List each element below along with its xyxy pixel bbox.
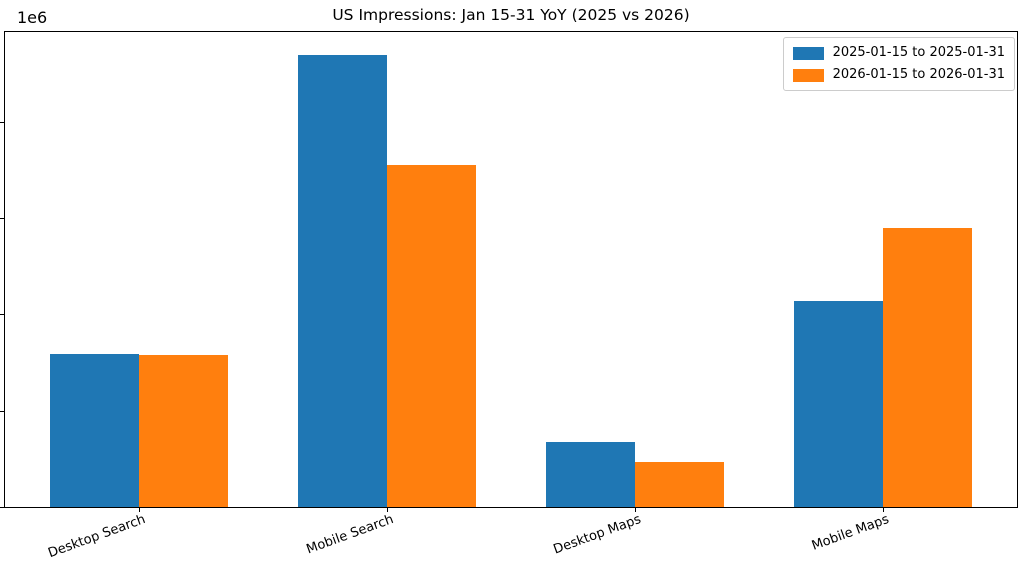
bar-desktop-search-series1 [139, 354, 229, 507]
legend-swatch-icon [792, 68, 824, 82]
bar-desktop-maps-series1 [634, 462, 725, 507]
bar-mobile-maps-series0 [793, 300, 883, 507]
x-tick-label: Desktop Search [46, 512, 148, 562]
bar-desktop-search-series0 [50, 353, 140, 507]
y-tick-mark [0, 314, 4, 316]
legend-entry: 2025-01-15 to 2025-01-31 [792, 42, 1005, 64]
x-tick-mark [139, 508, 141, 512]
chart-title: US Impressions: Jan 15-31 YoY (2025 vs 2… [332, 6, 690, 24]
x-tick-mark [634, 508, 636, 512]
y-tick-mark [0, 218, 4, 219]
bar-mobile-search-series1 [387, 164, 477, 507]
y-tick-mark [0, 410, 4, 412]
x-tick-mark [882, 508, 884, 512]
y-tick-mark [0, 121, 4, 123]
y-tick-mark [0, 507, 4, 508]
legend-box: 2025-01-15 to 2025-01-31 2026-01-15 to 20… [782, 37, 1015, 91]
legend-entry: 2026-01-15 to 2026-01-31 [792, 64, 1005, 86]
y-axis-offset-label: 1e6 [17, 8, 48, 27]
bar-desktop-maps-series0 [545, 441, 635, 507]
bar-mobile-search-series0 [297, 54, 388, 507]
x-tick-label: Mobile Maps [809, 512, 891, 554]
legend-label: 2025-01-15 to 2025-01-31 [832, 45, 1005, 60]
x-tick-label: Mobile Search [304, 512, 396, 558]
legend-label: 2026-01-15 to 2026-01-31 [832, 67, 1005, 82]
x-tick-mark [387, 508, 389, 512]
legend-swatch-icon [792, 46, 824, 60]
bar-mobile-maps-series1 [882, 228, 972, 507]
x-tick-label: Desktop Maps [551, 512, 644, 558]
